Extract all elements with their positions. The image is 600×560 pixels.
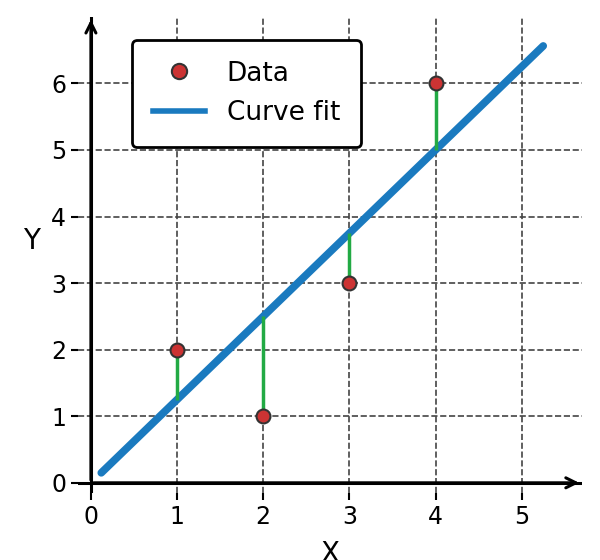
Point [259, 412, 268, 421]
Y-axis label: Y: Y [23, 227, 40, 255]
Point [172, 345, 182, 354]
X-axis label: X: X [320, 540, 340, 560]
Point [431, 79, 440, 88]
Legend: Data, Curve fit: Data, Curve fit [131, 40, 361, 147]
Point [344, 279, 354, 288]
